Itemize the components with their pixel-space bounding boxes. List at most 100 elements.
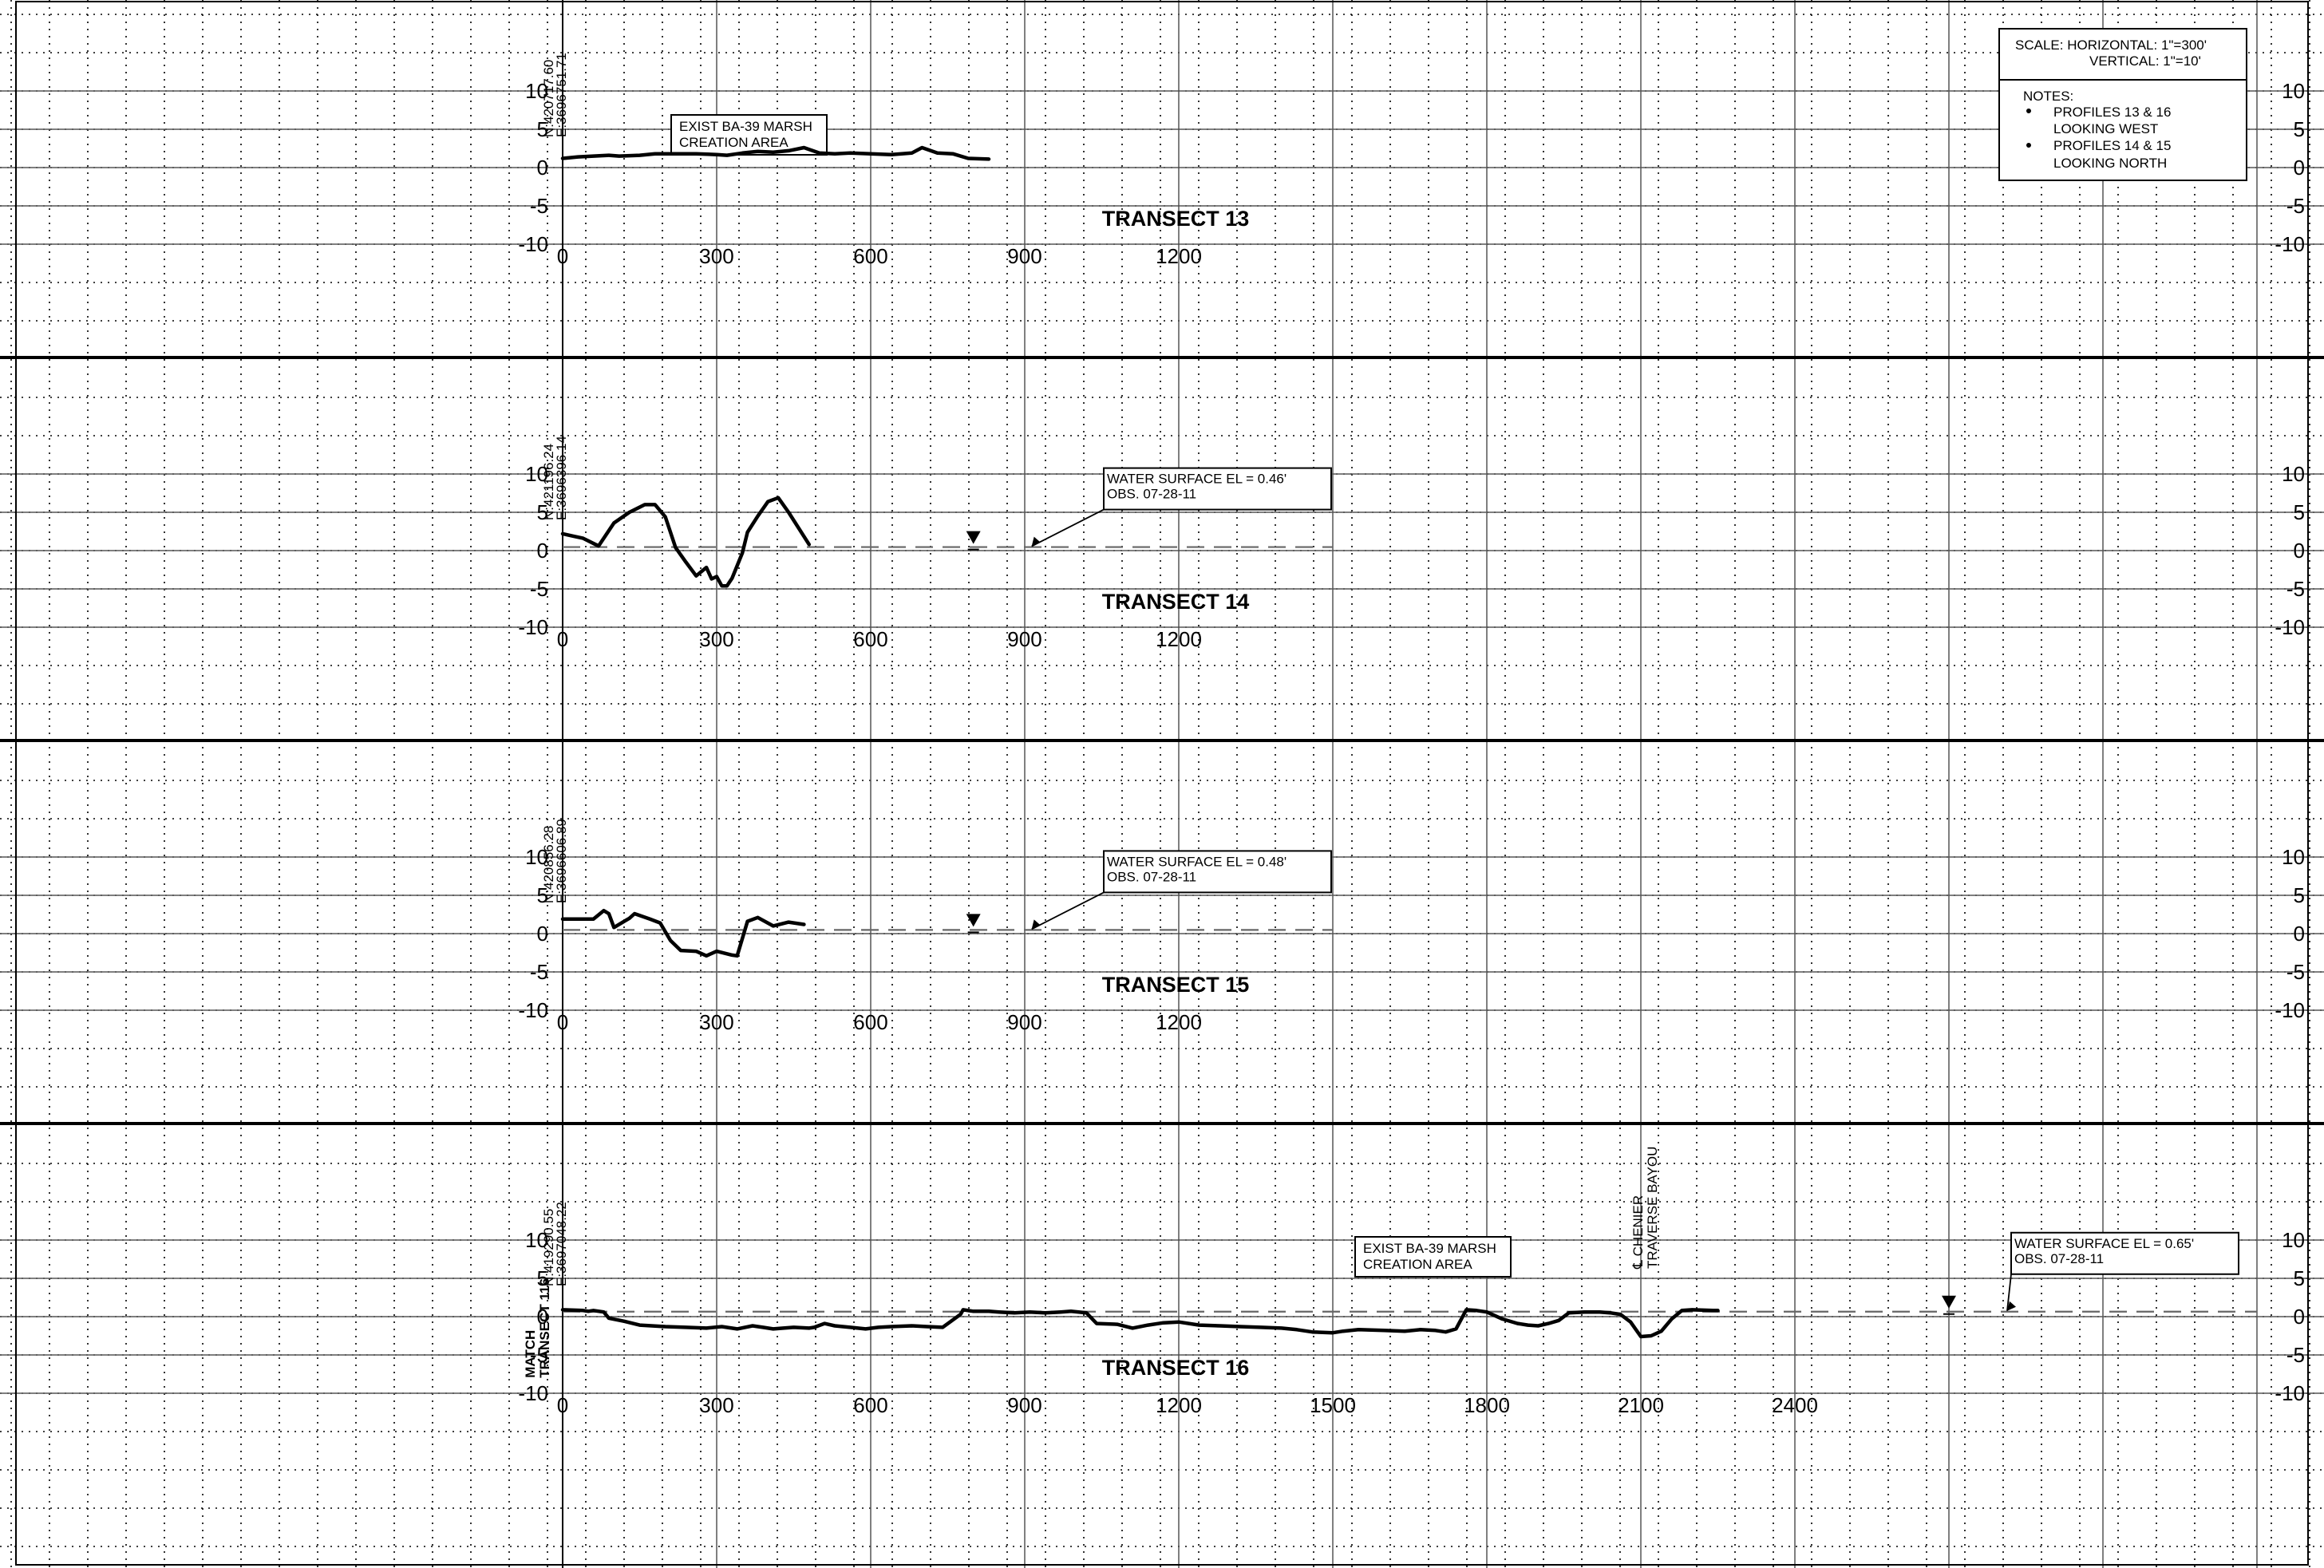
- y-tick-label-right: -10: [2275, 1381, 2305, 1405]
- y-tick-label-right: 0: [2294, 156, 2305, 180]
- x-tick-label: 1200: [1156, 1010, 1202, 1034]
- x-tick-label: 300: [699, 1010, 733, 1034]
- northing-label: N:419290.55: [541, 1209, 556, 1286]
- x-tick-label: 600: [853, 1393, 887, 1417]
- x-tick-label: 0: [557, 627, 568, 651]
- scale-notes-box: SCALE: HORIZONTAL: 1"=300' VERTICAL: 1"=…: [1998, 28, 2247, 181]
- scale-vertical: VERTICAL: 1"=10': [2089, 53, 2201, 69]
- x-tick-label: 900: [1007, 1010, 1041, 1034]
- x-tick-label: 300: [699, 627, 733, 651]
- observation-date-label: OBS. 07-28-11: [1107, 869, 1196, 884]
- bayou-name-label: TRAVERSE BAYOU: [1645, 1147, 1660, 1269]
- y-tick-label-left: 10: [525, 462, 548, 486]
- ground-profile-line: [560, 908, 806, 958]
- northing-label: N:420717.60: [541, 60, 556, 137]
- sheet-border: [15, 1, 2309, 1566]
- y-tick-label-left: 10: [525, 1228, 548, 1252]
- notes-heading: NOTES:: [2023, 89, 2073, 104]
- transect-panel-13: 10 10 5 5 0 0 -5 -5 -10 -10 0 300 600 900 1200 TRANSECT…: [518, 53, 2305, 268]
- annotation-box: [1354, 1236, 1512, 1278]
- callout-leader-line: [2006, 1274, 2012, 1311]
- y-tick-label-right: -5: [2286, 1343, 2305, 1367]
- water-surface-callout: [1103, 850, 1332, 894]
- easting-label: E:3696606.89: [554, 819, 569, 903]
- y-tick-label-right: -10: [2275, 232, 2305, 256]
- y-tick-label-right: 10: [2282, 1228, 2305, 1252]
- water-surface-callout: [2010, 1231, 2239, 1275]
- y-tick-label-right: 10: [2282, 462, 2305, 486]
- x-tick-label: 600: [853, 627, 887, 651]
- note-2-line-2: LOOKING NORTH: [2053, 156, 2167, 171]
- x-tick-label: 2100: [1618, 1393, 1664, 1417]
- water-level-marker-icon: [1942, 1295, 1956, 1309]
- y-tick-label-left: -10: [518, 998, 548, 1022]
- y-tick-label-right: -10: [2275, 998, 2305, 1022]
- note-bullet: [2026, 109, 2031, 113]
- y-tick-label-right: -10: [2275, 615, 2305, 639]
- y-tick-label-right: 5: [2294, 500, 2305, 524]
- x-tick-label: 600: [853, 244, 887, 268]
- annotation-line-1: EXIST BA-39 MARSH: [1363, 1241, 1496, 1256]
- y-tick-label-left: -5: [530, 960, 548, 984]
- ground-profile-line: [560, 496, 812, 588]
- water-level-marker-icon: [966, 531, 981, 544]
- y-tick-label-left: -10: [518, 1381, 548, 1405]
- x-tick-label: 0: [557, 244, 568, 268]
- y-tick-label-left: -5: [530, 1343, 548, 1367]
- annotation-line-2: CREATION AREA: [1363, 1257, 1472, 1272]
- observation-date-label: OBS. 07-28-11: [2014, 1251, 2104, 1266]
- x-tick-label: 2400: [1772, 1393, 1818, 1417]
- bayou-centerline-label: ℄ CHENIER: [1630, 1195, 1646, 1270]
- y-tick-label-right: -5: [2286, 960, 2305, 984]
- y-tick-label-right: 5: [2294, 1266, 2305, 1290]
- y-tick-label-left: 5: [537, 500, 548, 524]
- scale-horizontal: SCALE: HORIZONTAL: 1"=300': [2015, 38, 2207, 53]
- water-level-marker-icon: [966, 914, 981, 927]
- water-surface-callout: [1103, 467, 1332, 511]
- y-tick-label-right: 5: [2294, 117, 2305, 141]
- x-tick-label: 300: [699, 1393, 733, 1417]
- x-tick-label: 1800: [1464, 1393, 1510, 1417]
- y-tick-label-right: -5: [2286, 577, 2305, 601]
- leader-arrow-icon: [1031, 919, 1041, 930]
- note-1-line-2: LOOKING WEST: [2053, 121, 2158, 136]
- leader-arrow-icon: [2007, 1301, 2016, 1311]
- y-tick-label-left: 0: [537, 1305, 548, 1329]
- northing-label: N:421196.24: [541, 444, 556, 520]
- y-tick-label-left: 10: [525, 79, 548, 103]
- y-tick-label-right: -5: [2286, 194, 2305, 218]
- y-tick-label-right: 0: [2294, 1305, 2305, 1329]
- y-tick-label-left: 0: [537, 539, 548, 563]
- ground-profile-line: [560, 1308, 1720, 1339]
- annotation-line-2: CREATION AREA: [679, 135, 788, 150]
- y-tick-label-right: 10: [2282, 79, 2305, 103]
- transect-panel-15: 10 10 5 5 0 0 -5 -5 -10 -10 0 300 600 900 1200 TRANSECT…: [0, 739, 2324, 1034]
- x-tick-label: 300: [699, 244, 733, 268]
- y-tick-label-right: 0: [2294, 922, 2305, 946]
- y-tick-label-right: 0: [2294, 539, 2305, 563]
- y-tick-label-left: -5: [530, 194, 548, 218]
- x-tick-label: 900: [1007, 627, 1041, 651]
- match-transect-label: TRANSECT 116: [537, 1278, 552, 1378]
- y-tick-label-left: 5: [537, 883, 548, 907]
- northing-label: N:420856.28: [541, 826, 556, 903]
- y-tick-label-left: 5: [537, 117, 548, 141]
- x-tick-label: 600: [853, 1010, 887, 1034]
- transect-panel-14: 10 10 5 5 0 0 -5 -5 -10 -10 0 300 600 900 1200 TRANSECT…: [0, 356, 2324, 651]
- x-tick-label: 1200: [1156, 244, 1202, 268]
- x-tick-label: 900: [1007, 1393, 1041, 1417]
- x-tick-label: 0: [557, 1010, 568, 1034]
- match-label: MATCH: [523, 1330, 538, 1378]
- easting-label: E:3696396.14: [554, 436, 569, 520]
- water-surface-label: WATER SURFACE EL = 0.48': [1107, 854, 1286, 869]
- y-tick-label-left: 10: [525, 845, 548, 869]
- y-tick-label-right: 10: [2282, 845, 2305, 869]
- x-tick-label: 900: [1007, 244, 1041, 268]
- transect-title: TRANSECT 16: [1102, 1356, 1250, 1380]
- x-tick-label: 1200: [1156, 1393, 1202, 1417]
- note-bullet: [2026, 143, 2031, 148]
- y-tick-label-left: -10: [518, 615, 548, 639]
